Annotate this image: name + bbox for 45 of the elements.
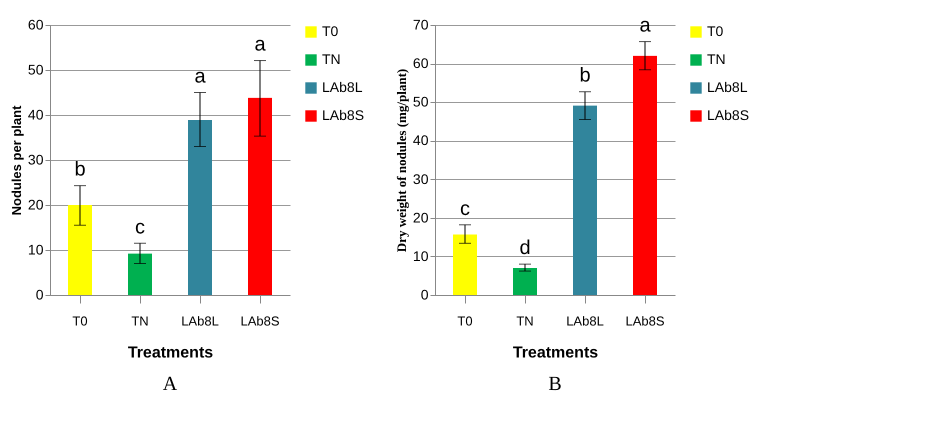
annotation: b bbox=[579, 64, 591, 87]
legend-label: LAb8S bbox=[707, 107, 750, 123]
x-tick-label: LAb8S bbox=[625, 314, 665, 328]
y-tick-label: 50 bbox=[412, 94, 429, 110]
x-axis-title: Treatments bbox=[512, 344, 598, 362]
legend-label: LAb8L bbox=[322, 79, 363, 95]
x-tick-label: T0 bbox=[72, 314, 88, 328]
y-tick-label: 10 bbox=[28, 242, 44, 258]
annotation: a bbox=[639, 14, 652, 37]
y-axis-title: Nodules per plant bbox=[8, 104, 24, 216]
x-tick-label: T0 bbox=[457, 314, 473, 328]
x-axis-title: Treatments bbox=[128, 344, 214, 362]
y-tick-label: 30 bbox=[28, 152, 44, 168]
y-axis-title: Dry weight of nodules (mg/plant) bbox=[394, 68, 409, 252]
y-tick-label: 60 bbox=[412, 55, 429, 72]
x-tick-label: TN bbox=[131, 314, 149, 328]
y-tick-label: 30 bbox=[412, 170, 429, 187]
legend-label: TN bbox=[322, 51, 341, 67]
y-tick-label: 60 bbox=[28, 16, 44, 32]
x-tick-label: LAb8L bbox=[566, 314, 604, 328]
legend-label: LAb8S bbox=[322, 107, 364, 123]
y-tick-label: 0 bbox=[36, 286, 44, 302]
legend-label: T0 bbox=[707, 23, 724, 39]
y-tick-label: 50 bbox=[28, 62, 44, 78]
x-tick-label: LAb8L bbox=[181, 314, 219, 328]
legend-label: T0 bbox=[322, 23, 339, 39]
text: B bbox=[548, 373, 562, 395]
y-tick-label: 10 bbox=[412, 248, 429, 264]
annotation: a bbox=[194, 66, 206, 88]
x-tick-label: TN bbox=[516, 314, 534, 328]
annotation: c bbox=[460, 198, 470, 220]
annotation: a bbox=[254, 34, 266, 56]
y-tick-label: 70 bbox=[412, 16, 429, 32]
annotation: c bbox=[135, 216, 145, 238]
legend-label: TN bbox=[707, 51, 726, 67]
x-tick-label: LAb8S bbox=[240, 314, 280, 328]
y-tick-label: 40 bbox=[28, 106, 44, 122]
y-tick-label: 20 bbox=[412, 209, 429, 226]
annotation: d bbox=[519, 237, 531, 260]
y-tick-label: 20 bbox=[28, 196, 44, 212]
text: A bbox=[162, 373, 178, 395]
annotation: b bbox=[74, 158, 86, 181]
legend-label: LAb8L bbox=[707, 79, 748, 95]
y-tick-label: 40 bbox=[412, 132, 429, 148]
y-tick-label: 0 bbox=[420, 286, 429, 302]
